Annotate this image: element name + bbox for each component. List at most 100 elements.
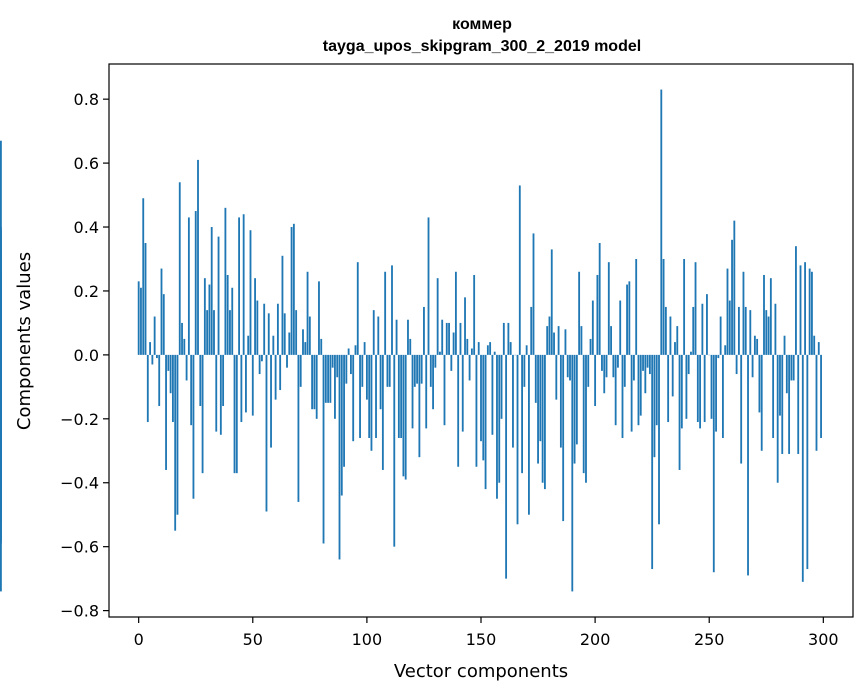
y-tick-label: 0.0	[74, 346, 99, 365]
bar	[249, 230, 252, 355]
bar	[660, 89, 663, 355]
bar	[454, 271, 457, 355]
bar	[322, 354, 325, 544]
bar	[687, 354, 690, 375]
bar	[176, 354, 179, 515]
bar	[258, 354, 261, 375]
bar	[400, 354, 403, 438]
bar	[272, 335, 275, 355]
bar	[594, 354, 597, 407]
bar	[142, 198, 145, 355]
bar	[496, 354, 498, 499]
bar	[361, 354, 364, 387]
bar	[797, 354, 800, 454]
bar	[562, 354, 565, 522]
bar	[416, 354, 419, 384]
bar	[183, 338, 186, 355]
bar	[256, 300, 259, 355]
bar	[235, 354, 238, 474]
bar	[569, 354, 571, 381]
bar	[726, 268, 729, 355]
bar	[623, 354, 626, 387]
bar	[543, 354, 546, 490]
bar	[331, 354, 334, 368]
y-tick-label: 0.4	[74, 218, 99, 237]
bar	[345, 354, 348, 384]
bar	[356, 262, 359, 355]
bar	[820, 354, 822, 438]
bar	[210, 227, 213, 355]
bar	[578, 271, 581, 355]
bar	[149, 342, 151, 355]
bar	[696, 354, 699, 423]
bar	[425, 354, 428, 429]
bar	[621, 354, 624, 438]
bar	[192, 354, 195, 499]
bar	[194, 211, 197, 355]
bar	[290, 227, 293, 355]
bar	[352, 354, 355, 442]
y-tick-label: −0.2	[60, 410, 99, 429]
x-axis-label: Vector components	[394, 661, 568, 682]
bar	[283, 313, 286, 355]
bar	[313, 354, 316, 410]
bar	[683, 258, 686, 355]
bar	[669, 316, 672, 355]
bar	[363, 342, 366, 355]
bar	[808, 268, 811, 355]
bar	[555, 354, 558, 400]
bar	[751, 354, 754, 378]
bar	[197, 159, 199, 355]
bar	[162, 294, 165, 355]
bar	[612, 354, 615, 378]
bar	[742, 271, 745, 355]
bar	[468, 354, 471, 381]
bar	[464, 297, 466, 355]
bar	[528, 354, 530, 515]
bar	[347, 348, 350, 355]
bar	[518, 185, 521, 355]
bar	[763, 274, 765, 355]
bar	[776, 354, 779, 483]
bar	[274, 354, 277, 400]
bar	[655, 354, 658, 426]
bar	[740, 354, 743, 464]
y-tick-label: −0.6	[60, 538, 99, 557]
bar	[749, 310, 752, 355]
bar	[375, 354, 377, 438]
bar	[393, 354, 396, 547]
bar	[315, 354, 318, 419]
bar	[407, 319, 409, 355]
bar	[610, 326, 612, 355]
bar	[502, 322, 505, 355]
bar	[151, 354, 154, 365]
bar	[251, 354, 254, 416]
bar	[733, 220, 736, 355]
bar	[436, 278, 439, 355]
bar	[302, 329, 304, 355]
bar	[233, 354, 236, 474]
bar	[372, 310, 375, 355]
bar	[338, 354, 341, 560]
y-tick-label: 0.8	[74, 90, 99, 109]
bar	[441, 319, 444, 355]
bar	[153, 316, 156, 355]
bar	[423, 306, 425, 355]
bar	[187, 217, 190, 355]
bar	[785, 354, 788, 394]
x-tick-label: 150	[466, 630, 497, 649]
bar	[452, 332, 455, 355]
bar	[466, 338, 469, 355]
bar	[505, 354, 508, 579]
bar	[240, 354, 243, 423]
bar	[222, 354, 225, 407]
bar	[480, 354, 482, 442]
bar	[190, 354, 193, 426]
bar	[201, 354, 204, 474]
bar	[448, 322, 450, 355]
bar	[286, 354, 288, 368]
bar	[477, 342, 480, 355]
bar	[703, 354, 706, 423]
bar	[772, 354, 775, 438]
bar	[553, 332, 555, 355]
